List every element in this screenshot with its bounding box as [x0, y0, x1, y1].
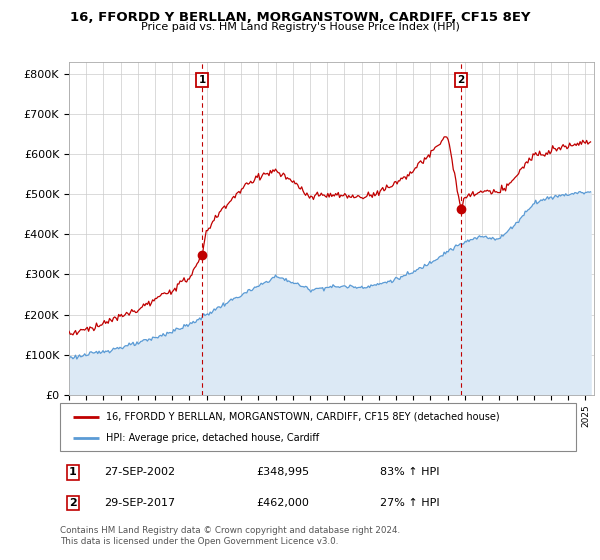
Text: 2: 2	[457, 75, 464, 85]
Text: 27% ↑ HPI: 27% ↑ HPI	[380, 498, 440, 508]
Text: 1: 1	[69, 467, 77, 477]
Text: 2: 2	[69, 498, 77, 508]
Text: 1: 1	[199, 75, 206, 85]
Text: 27-SEP-2002: 27-SEP-2002	[104, 467, 175, 477]
Text: 16, FFORDD Y BERLLAN, MORGANSTOWN, CARDIFF, CF15 8EY: 16, FFORDD Y BERLLAN, MORGANSTOWN, CARDI…	[70, 11, 530, 24]
Text: HPI: Average price, detached house, Cardiff: HPI: Average price, detached house, Card…	[106, 433, 320, 444]
Text: 83% ↑ HPI: 83% ↑ HPI	[380, 467, 439, 477]
Text: £348,995: £348,995	[256, 467, 309, 477]
Text: 29-SEP-2017: 29-SEP-2017	[104, 498, 175, 508]
Text: £462,000: £462,000	[256, 498, 309, 508]
Text: Price paid vs. HM Land Registry's House Price Index (HPI): Price paid vs. HM Land Registry's House …	[140, 22, 460, 32]
Text: Contains HM Land Registry data © Crown copyright and database right 2024.
This d: Contains HM Land Registry data © Crown c…	[60, 526, 400, 546]
Text: 16, FFORDD Y BERLLAN, MORGANSTOWN, CARDIFF, CF15 8EY (detached house): 16, FFORDD Y BERLLAN, MORGANSTOWN, CARDI…	[106, 412, 500, 422]
